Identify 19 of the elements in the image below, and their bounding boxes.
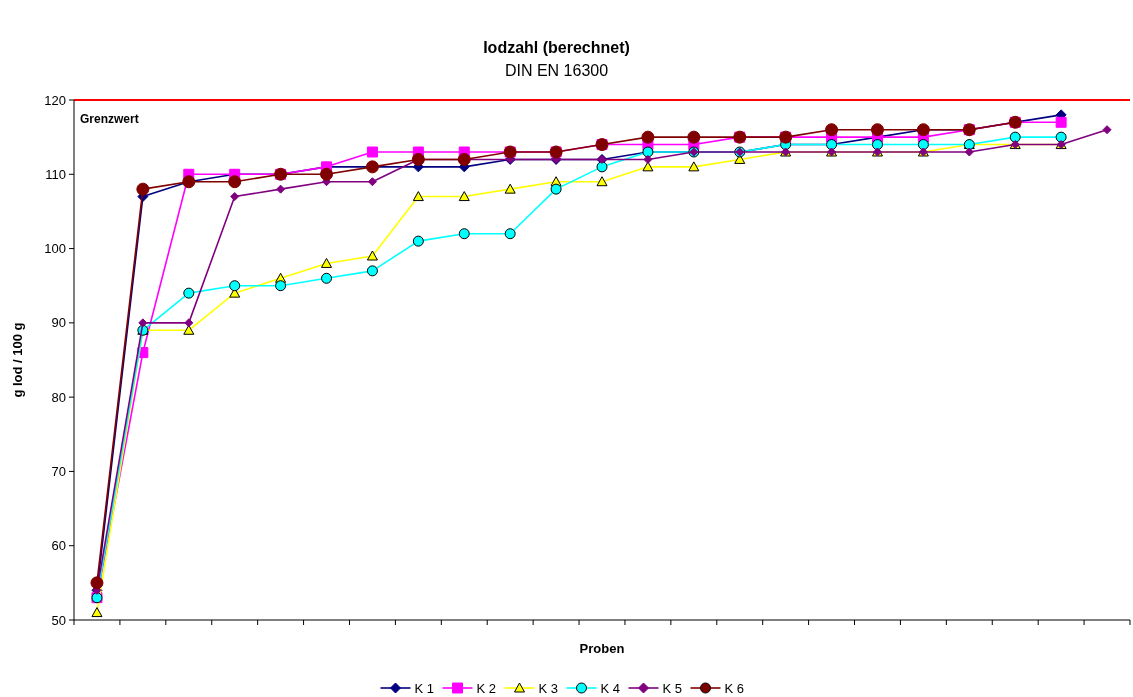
x-axis-title: Proben: [579, 641, 625, 656]
legend-label: K 4: [600, 680, 621, 696]
y-tick-label: 50: [51, 612, 66, 628]
legend-label: K 3: [538, 680, 559, 696]
legend-label: K 5: [662, 680, 683, 696]
y-tick-label: 80: [51, 389, 66, 405]
y-tick-label: 70: [51, 463, 66, 479]
legend-label: K 6: [724, 680, 745, 696]
chart-subtitle: DIN EN 16300: [504, 62, 609, 79]
y-tick-label: 60: [51, 538, 66, 554]
y-axis-title: g Iod / 100 g: [10, 322, 25, 398]
y-tick-label: 110: [45, 166, 66, 182]
y-tick-label: 100: [44, 241, 66, 257]
legend-label: K 2: [476, 680, 497, 696]
chart-title: Iodzahl (berechnet): [483, 39, 630, 56]
y-tick-label: 120: [44, 92, 66, 108]
legend-label: K 1: [414, 680, 435, 696]
ref-line-label: Grenzwert: [80, 112, 139, 126]
y-tick-label: 90: [51, 315, 66, 331]
